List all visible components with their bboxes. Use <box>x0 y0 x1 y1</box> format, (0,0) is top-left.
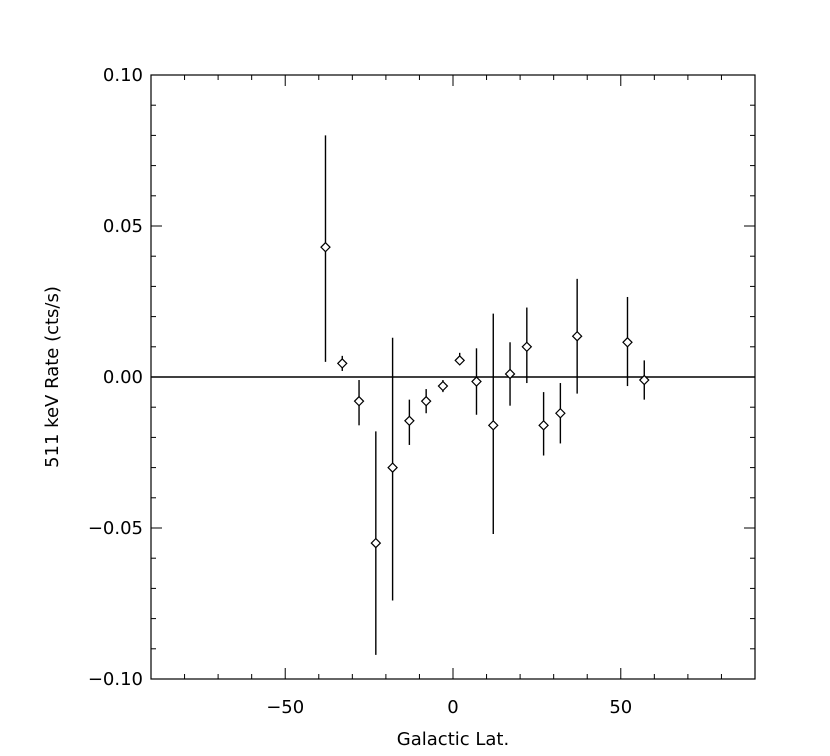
x-tick-label: 0 <box>447 697 458 718</box>
data-point-marker <box>336 358 348 369</box>
tick-labels: −50 0 50 0.10 0.05 0.00 −0.05 −0.10 <box>88 65 632 718</box>
x-axis-label: Galactic Lat. <box>397 729 509 750</box>
x-tick-label: −50 <box>266 697 304 718</box>
data-point-marker <box>538 419 549 431</box>
data-point-marker <box>437 380 449 392</box>
y-tick-label: 0.00 <box>103 367 143 388</box>
data-point-marker <box>420 395 432 407</box>
data-point-marker <box>404 415 415 427</box>
y-tick-label: −0.10 <box>88 669 143 690</box>
data-point-marker <box>370 537 382 549</box>
y-tick-label: 0.05 <box>103 216 143 237</box>
data-point-marker <box>320 241 331 253</box>
data-points <box>320 135 650 655</box>
axis-ticks <box>151 74 755 680</box>
data-point-marker <box>353 395 365 407</box>
data-point-marker <box>521 341 533 353</box>
data-point-marker <box>622 336 633 348</box>
data-point-marker <box>454 355 466 366</box>
data-point-marker <box>571 330 583 342</box>
data-point-marker <box>487 419 499 431</box>
data-point-marker <box>638 374 650 386</box>
y-tick-label: −0.05 <box>88 518 143 539</box>
data-point-marker <box>555 407 566 419</box>
data-point-marker <box>471 376 482 387</box>
y-tick-label: 0.10 <box>103 65 143 86</box>
data-point-marker <box>387 462 398 473</box>
data-point-marker <box>504 368 516 380</box>
y-axis-label: 511 keV Rate (cts/s) <box>42 286 63 468</box>
x-tick-label: 50 <box>609 697 632 718</box>
